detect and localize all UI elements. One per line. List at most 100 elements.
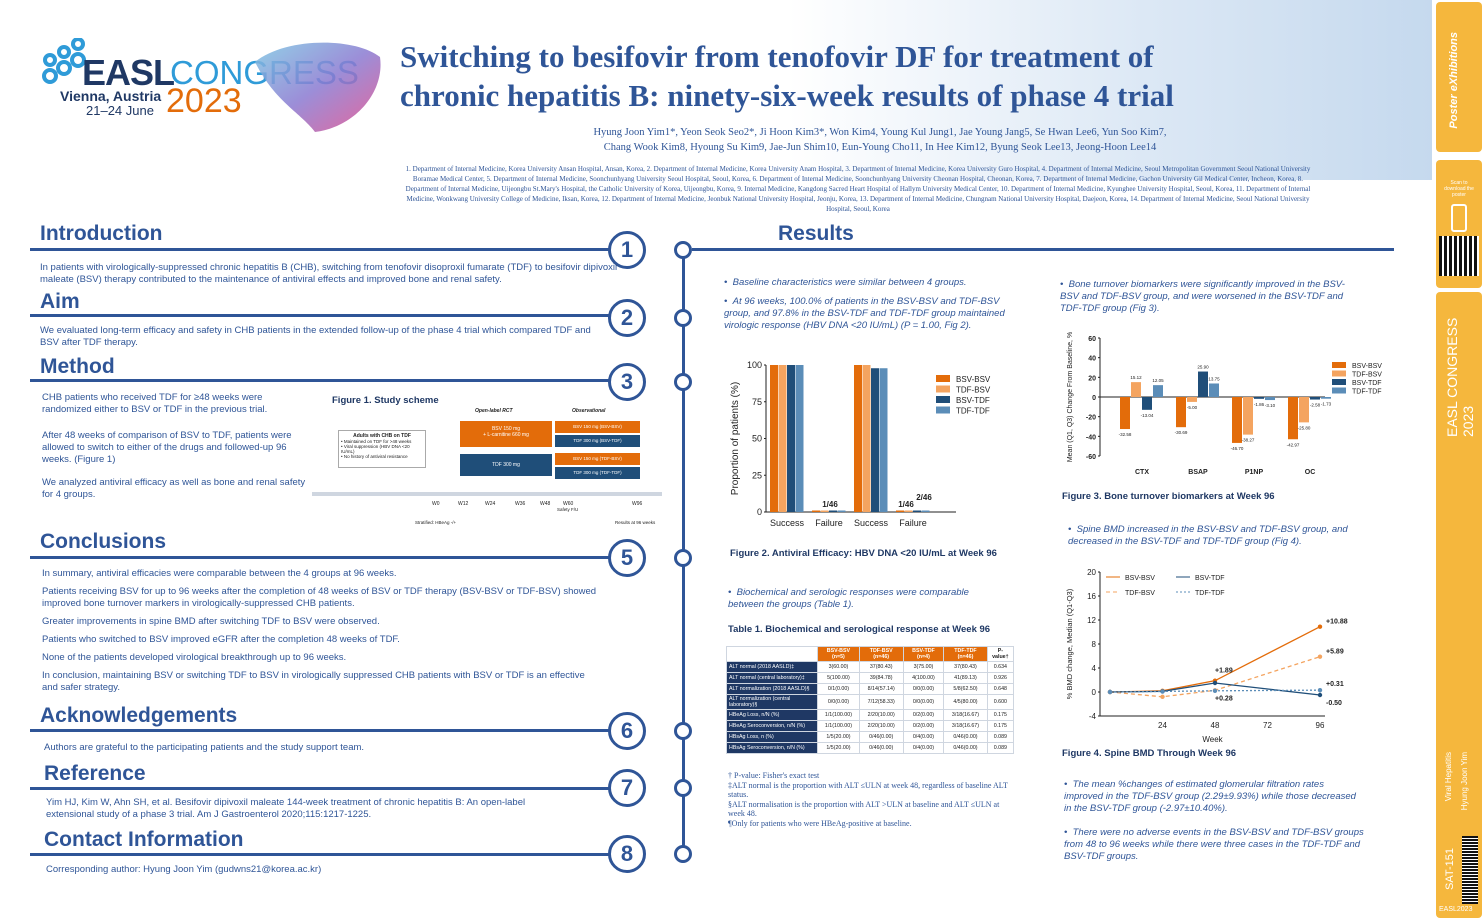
fig1-obs2: TDF 300 mg (BSV-TDF) xyxy=(555,435,640,447)
fig3-ytick: -20 xyxy=(1086,415,1096,422)
fig1-strat: Stratified: HBeAg -/+ xyxy=(415,520,457,525)
fig3-ytick: 0 xyxy=(1092,395,1096,402)
table1-footnotes: † P-value: Fisher's exact test ‡ALT norm… xyxy=(728,771,1014,828)
fig4-xtick: 24 xyxy=(1158,721,1167,730)
fig1-w96: W96 xyxy=(632,501,643,507)
fig4-ytick: 0 xyxy=(1092,688,1097,697)
fig3-data-label: -30.69 xyxy=(1175,430,1188,435)
fig4-point xyxy=(1317,654,1323,659)
result-bullet-3: • Biochemical and serologic responses we… xyxy=(728,587,969,610)
fig4-point xyxy=(1212,688,1218,693)
fig1-bullet1: • Maintained on TDF for >48 weeks xyxy=(341,439,412,444)
table1-cell: 5(100.00) xyxy=(817,672,860,684)
introduction-heading: Introduction xyxy=(40,222,163,245)
table-row: ALT normal (2018 AASLD)‡ 3(60.00) 37(80.43… xyxy=(725,661,1015,673)
fig3-data-label: -32.58 xyxy=(1119,432,1132,437)
conclusions-list: In summary, antiviral efficacies were co… xyxy=(42,568,602,694)
table1-title: Table 1. Biochemical and serological res… xyxy=(728,624,991,635)
method-p1: CHB patients who received TDF for ≥48 we… xyxy=(42,392,268,415)
table1-cell: 0.175 xyxy=(986,709,1015,721)
fig2-bar xyxy=(820,510,829,512)
logo-dates: 21–24 June xyxy=(86,103,154,118)
table1-cell: ALT normalization (central laboratory)§ xyxy=(725,694,819,710)
fig4-ylabel: % BMD change, Median (Q1-Q3) xyxy=(1065,588,1074,699)
table1-cell: ALT normalization (2018 AASLD)§ xyxy=(725,683,819,695)
sidebar-brand-tab[interactable]: Poster eXhibitions xyxy=(1436,2,1482,152)
logo-easl: EASL xyxy=(82,52,175,93)
logo-hexagons-icon xyxy=(42,38,86,84)
table1-cell: 2/20(10.00) xyxy=(858,709,904,721)
table1-header: TDF-TDF (n=46) xyxy=(943,646,988,662)
fig1-bullet3: • No history of antiviral resistance xyxy=(341,454,408,459)
fig2-legend-swatch xyxy=(936,406,950,414)
fig3-data-label: -42.97 xyxy=(1287,442,1300,447)
fig4-legend-label: BSV-TDF xyxy=(1195,575,1225,582)
introduction-rule xyxy=(30,248,613,251)
table1-cell: 39(84.78) xyxy=(858,672,904,684)
fig2-bar xyxy=(871,368,879,512)
fig2-bar xyxy=(896,510,904,512)
fig1-w24: W24 xyxy=(485,501,496,507)
sidebar-qr-tab[interactable]: Scan to download the poster xyxy=(1436,160,1482,288)
table1-cell: 5/8(62.50) xyxy=(943,683,988,695)
sidebar-topic: Viral Hepatitis xyxy=(1444,752,1453,802)
fig3-data-label: -38.27 xyxy=(1242,438,1255,443)
poster-title-line1: Switching to besifovir from tenofovir DF… xyxy=(400,39,1154,74)
section-number-6: 6 xyxy=(608,712,646,750)
fig3-legend-label: TDF-TDF xyxy=(1352,389,1382,396)
fig1-w60: W60 xyxy=(563,501,574,507)
poster-title-line2: chronic hepatitis B: ninety-six-week res… xyxy=(400,78,1174,113)
authors-line2: Chang Wook Kim8, Hyoung Su Kim9, Jae-Jun… xyxy=(603,142,1157,153)
liver-illustration xyxy=(255,42,381,132)
fig3-data-label: 13.75 xyxy=(1208,376,1220,381)
fig2-legend-swatch xyxy=(936,375,950,382)
fig3-legend-label: BSV-BSV xyxy=(1352,363,1382,370)
result-bullet-5: • Spine BMD increased in the BSV-BSV and… xyxy=(1068,524,1348,547)
section-number-2: 2 xyxy=(608,299,646,337)
fig3-data-label: 12.05 xyxy=(1152,378,1164,383)
fig2-bar xyxy=(913,510,921,512)
table1-cell: 1/5(20.00) xyxy=(817,742,860,754)
fig3-bar xyxy=(1299,397,1309,423)
fig3-bar xyxy=(1321,397,1331,399)
table1-cell: 3/18(16.67) xyxy=(943,720,988,732)
fig2-bar xyxy=(778,365,787,512)
fig3-xtick: CTX xyxy=(1135,469,1149,476)
result-b6: The mean %changes of estimated glomerula… xyxy=(1064,779,1356,814)
logo-year: 2023 xyxy=(166,82,242,120)
fig3-bar xyxy=(1198,371,1208,397)
result-bullet-2: • At 96 weeks, 100.0% of patients in the… xyxy=(724,296,1005,331)
fig1-obs1: BSV 150 mg (BSV-BSV) xyxy=(555,421,640,433)
fig4-legend-label: BSV-BSV xyxy=(1125,575,1155,582)
acknowledgements-text: Authors are grateful to the participatin… xyxy=(44,742,365,753)
table1-cell: ALT normal (2018 AASLD)‡ xyxy=(725,661,819,673)
fig4-point xyxy=(1317,692,1323,698)
fig2-xtick: Success xyxy=(770,518,805,528)
conclusion-item: In summary, antiviral efficacies were co… xyxy=(42,568,397,579)
fig4-point xyxy=(1107,689,1113,695)
table1-cell: 0/2(0.00) xyxy=(902,709,945,721)
table1-cell: 0/46(0.00) xyxy=(943,731,988,743)
table1-cell: 0/0(0.00) xyxy=(902,694,945,710)
fig1-w48: W48 xyxy=(540,501,551,507)
fig3-ytick: 40 xyxy=(1088,356,1096,363)
fig4-data-label: -0.50 xyxy=(1326,700,1342,707)
fig3-legend-label: BSV-TDF xyxy=(1352,380,1382,387)
table1: BSV-BSV (n=5) TDF-BSV (n=46) BSV-TDF (n=4)… xyxy=(725,646,1015,754)
sidebar-author: Hyung Joon Yim xyxy=(1460,752,1469,811)
fig1-arm1b: + L-carnitine 660 mg xyxy=(483,432,529,438)
table1-cell: 7/12(58.33) xyxy=(858,694,904,710)
fig3-xtick: OC xyxy=(1305,469,1316,476)
result-b1: Baseline characteristics were similar be… xyxy=(732,277,967,288)
fig3-data-label: -3.10 xyxy=(1265,403,1276,408)
fig1-obs4: TDF 300 mg (TDF-TDF) xyxy=(555,467,640,479)
section-number-5: 5 xyxy=(608,539,646,577)
fig1-open-label: Open-label RCT xyxy=(475,408,513,414)
table1-cell: 0.089 xyxy=(986,731,1015,743)
qr-code-icon[interactable] xyxy=(1439,236,1479,276)
fig3-xtick: BSAP xyxy=(1188,469,1208,476)
acknowledgements-heading: Acknowledgements xyxy=(40,704,238,727)
table1-cell: 0.175 xyxy=(986,720,1015,732)
figure2-chart: 0 25 50 75 100 Success Failure Success Failure Pr… xyxy=(730,360,991,528)
conclusion-item: Patients who switched to BSV improved eG… xyxy=(42,634,400,645)
